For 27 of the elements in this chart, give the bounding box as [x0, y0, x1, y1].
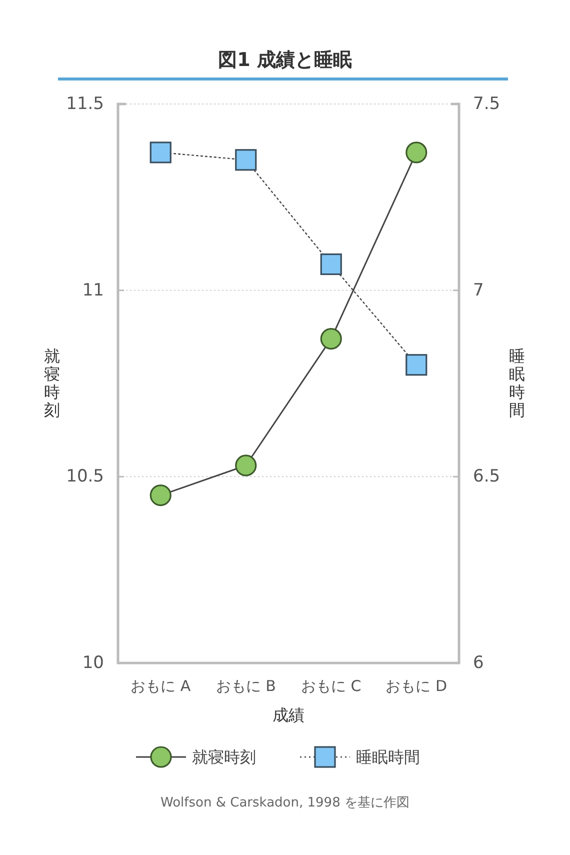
x-tick-label: おもに A: [130, 677, 192, 695]
legend-label: 就寝時刻: [192, 748, 256, 766]
y2-tick-label: 6: [473, 653, 484, 673]
y-tick-label: 10.5: [66, 466, 104, 487]
x-tick-label: おもに B: [216, 677, 276, 695]
x-axis-title: 成績: [272, 706, 304, 724]
x-tick-label: おもに C: [301, 677, 362, 695]
point: [406, 354, 428, 376]
y2-axis-title: 睡眠時間: [509, 346, 525, 420]
y-tick-label: 11: [82, 280, 104, 300]
legend-label: 睡眠時間: [356, 748, 420, 766]
y2-tick-label: 7.5: [473, 94, 500, 114]
y2-tick-label: 6.5: [473, 466, 500, 487]
point: [150, 142, 172, 164]
point: [320, 253, 342, 276]
text: Wolfson & Carskadon, 1998 を基に作図: [160, 796, 410, 810]
x-tick-label: おもに D: [386, 677, 448, 695]
point: [406, 142, 428, 164]
point: [235, 149, 257, 171]
point: [150, 484, 172, 506]
y-tick-label: 10: [82, 653, 104, 673]
point: [320, 328, 342, 350]
y-axis-title: 就寝時刻: [44, 346, 60, 420]
chart-title: 図1 成績と睡眠: [218, 49, 352, 71]
y2-tick-label: 7: [473, 280, 484, 300]
y-tick-label: 11.5: [66, 94, 104, 114]
point: [235, 454, 257, 476]
